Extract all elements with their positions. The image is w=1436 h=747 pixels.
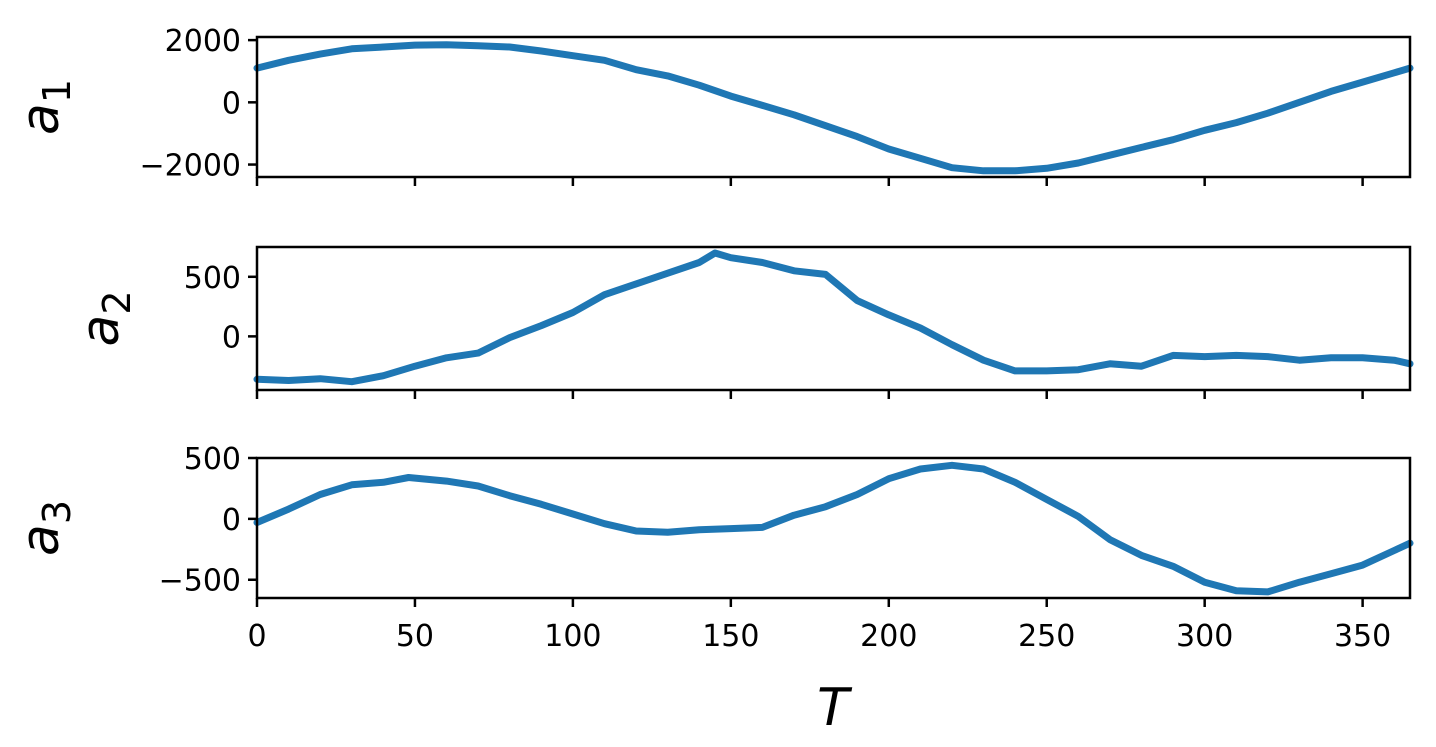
y-tick-label-3: 0 (222, 503, 241, 538)
x-tick-label: 100 (544, 619, 601, 654)
y-axis-label-main-2: a (71, 315, 131, 347)
axes-frame-1 (255, 35, 1412, 179)
y-tick-label-1: 2000 (165, 24, 241, 59)
axes-frame-2 (255, 245, 1412, 392)
x-tick-label: 200 (860, 619, 917, 654)
panel-2: 0 500 a2 (71, 245, 1414, 399)
y-tick-label-2: 0 (222, 320, 241, 355)
x-axis-label: T (817, 678, 853, 738)
y-tick-label-2: 500 (184, 261, 241, 296)
y-axis-label-1: a1 (11, 79, 79, 135)
y-axis-label-sub-1: 1 (35, 79, 79, 103)
y-tick-label-1: −2000 (140, 149, 241, 184)
y-axis-label-sub-3: 3 (35, 500, 79, 524)
y-axis-label-main-1: a (11, 103, 71, 135)
x-tick-label: 50 (396, 619, 434, 654)
x-tick-label: 350 (1334, 619, 1391, 654)
y-tick-label-3: 500 (184, 442, 241, 477)
panel-1: −2000 0 2000 a1 (11, 24, 1414, 186)
y-axis-label-3: a3 (11, 500, 79, 556)
x-tick-label: 150 (702, 619, 759, 654)
y-tick-label-1: 0 (222, 86, 241, 121)
series-line-3-1 (253, 461, 1414, 596)
x-tick-label: 250 (1018, 619, 1075, 654)
series-line-1-1 (253, 41, 1414, 175)
y-axis-label-2: a2 (71, 290, 139, 346)
y-axis-label-main-3: a (11, 524, 71, 556)
series-line-2-1 (253, 249, 1414, 386)
y-axis-label-sub-2: 2 (95, 290, 139, 314)
y-tick-label-3: −500 (159, 564, 241, 599)
axes-frame-3 (255, 456, 1412, 600)
x-tick-label: 0 (247, 619, 266, 654)
x-tick-label: 300 (1176, 619, 1233, 654)
